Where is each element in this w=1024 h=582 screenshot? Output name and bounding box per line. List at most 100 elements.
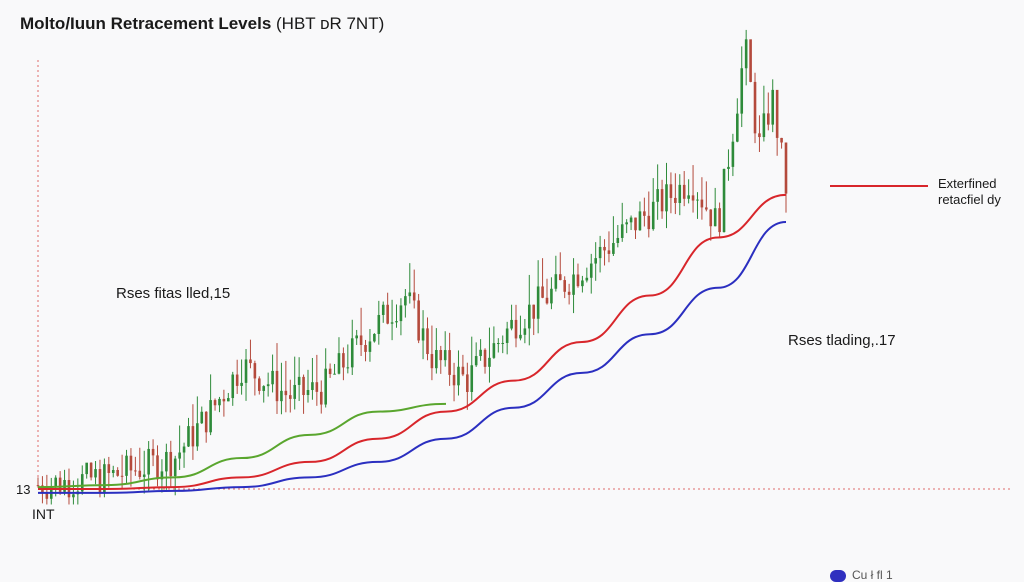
candle-body — [129, 455, 133, 471]
candle-body — [377, 314, 381, 334]
candle-body — [705, 207, 708, 210]
candle-body — [138, 470, 142, 477]
candle-body — [213, 400, 217, 406]
candle-body — [691, 195, 695, 201]
candle-body — [98, 469, 102, 493]
candle-body — [147, 448, 150, 475]
candle-body — [430, 354, 434, 369]
candle-body — [227, 398, 230, 402]
candle-body — [240, 382, 243, 386]
candle-body — [306, 390, 310, 396]
candle-body — [235, 374, 239, 386]
candle-body — [753, 81, 757, 134]
candle-body — [111, 470, 115, 474]
candle-body — [120, 475, 124, 477]
candle-body — [443, 350, 447, 361]
candle-body — [696, 199, 699, 201]
candle-body — [780, 137, 783, 143]
candle-body — [346, 367, 350, 369]
chart-title: Moltο/Iuun Retracement Levels (HBT ᴅR 7N… — [20, 14, 384, 34]
candle-body — [576, 274, 580, 287]
candle-body — [736, 113, 739, 142]
candle-body — [390, 322, 394, 324]
candle-body — [514, 319, 518, 339]
candle-body — [426, 328, 429, 355]
candle-body — [187, 426, 190, 447]
candle-body — [665, 184, 668, 212]
candle-body — [302, 376, 305, 396]
candle-body — [771, 89, 775, 125]
bottom-legend-dot — [830, 570, 846, 582]
candle-body — [660, 189, 664, 212]
candle-body — [550, 288, 553, 304]
candle-body — [598, 246, 602, 259]
candle-body — [585, 277, 589, 281]
candle-body — [766, 113, 770, 125]
candle-body — [103, 464, 106, 493]
candle-body — [461, 366, 465, 375]
candle-body — [72, 494, 75, 498]
candle-body — [85, 462, 88, 475]
candle-body — [249, 359, 252, 364]
candle-body — [169, 451, 173, 477]
candle-body — [328, 368, 332, 375]
legend-label-line2: retacfiel dy — [938, 192, 1001, 207]
candle-body — [58, 477, 62, 492]
candle-body — [80, 474, 84, 492]
candle-body — [709, 209, 713, 227]
candle-body — [656, 189, 659, 202]
candle-body — [589, 263, 593, 278]
left-annotation: Rses fitas lled,15 — [116, 285, 231, 302]
candle-body — [682, 184, 686, 199]
candle-body — [470, 365, 474, 392]
candle-body — [399, 305, 403, 322]
candle-body — [293, 384, 297, 399]
candle-body — [196, 423, 199, 447]
candle-body — [333, 373, 336, 375]
candle-body — [94, 469, 97, 478]
candle-body — [173, 458, 177, 477]
candle-body — [488, 357, 491, 367]
candle-body — [466, 374, 469, 392]
candle-body — [762, 113, 766, 138]
candle-body — [350, 338, 354, 368]
candle-body — [669, 184, 673, 198]
candle-body — [54, 477, 58, 487]
candle-body — [700, 199, 704, 208]
candle-body — [395, 321, 398, 323]
candle-body — [311, 382, 314, 391]
candle-body — [448, 350, 451, 375]
candle-body — [386, 304, 389, 324]
candle-body — [359, 335, 363, 345]
candle-body — [315, 382, 319, 392]
candle-body — [373, 333, 376, 342]
candle-body — [651, 201, 655, 230]
legend-label-line1: Exterfined — [938, 176, 997, 191]
candle-body — [404, 296, 407, 306]
candle-body — [616, 237, 620, 243]
candle-body — [368, 341, 372, 352]
candle-body — [36, 485, 40, 487]
candle-body — [151, 448, 155, 456]
candle-body — [749, 39, 752, 82]
candle-body — [497, 343, 500, 345]
candle-body — [89, 462, 93, 478]
candle-body — [775, 89, 779, 138]
candle-body — [674, 197, 677, 203]
candle-body — [505, 328, 509, 343]
candle-body — [527, 304, 531, 329]
candle-body — [337, 353, 341, 374]
candle-body — [643, 211, 646, 216]
candle-body — [319, 391, 323, 405]
x-start-label: INT — [32, 506, 55, 522]
candle-body — [563, 280, 566, 292]
candle-body — [134, 470, 137, 472]
candle-body — [284, 390, 288, 396]
candle-body — [523, 328, 527, 335]
candle-body — [262, 386, 266, 391]
candles-group — [36, 29, 788, 505]
candle-body — [545, 297, 549, 304]
series-line-1 — [38, 193, 787, 491]
right-annotation: Rses tlading,.17 — [788, 332, 896, 349]
candle-body — [744, 39, 748, 69]
